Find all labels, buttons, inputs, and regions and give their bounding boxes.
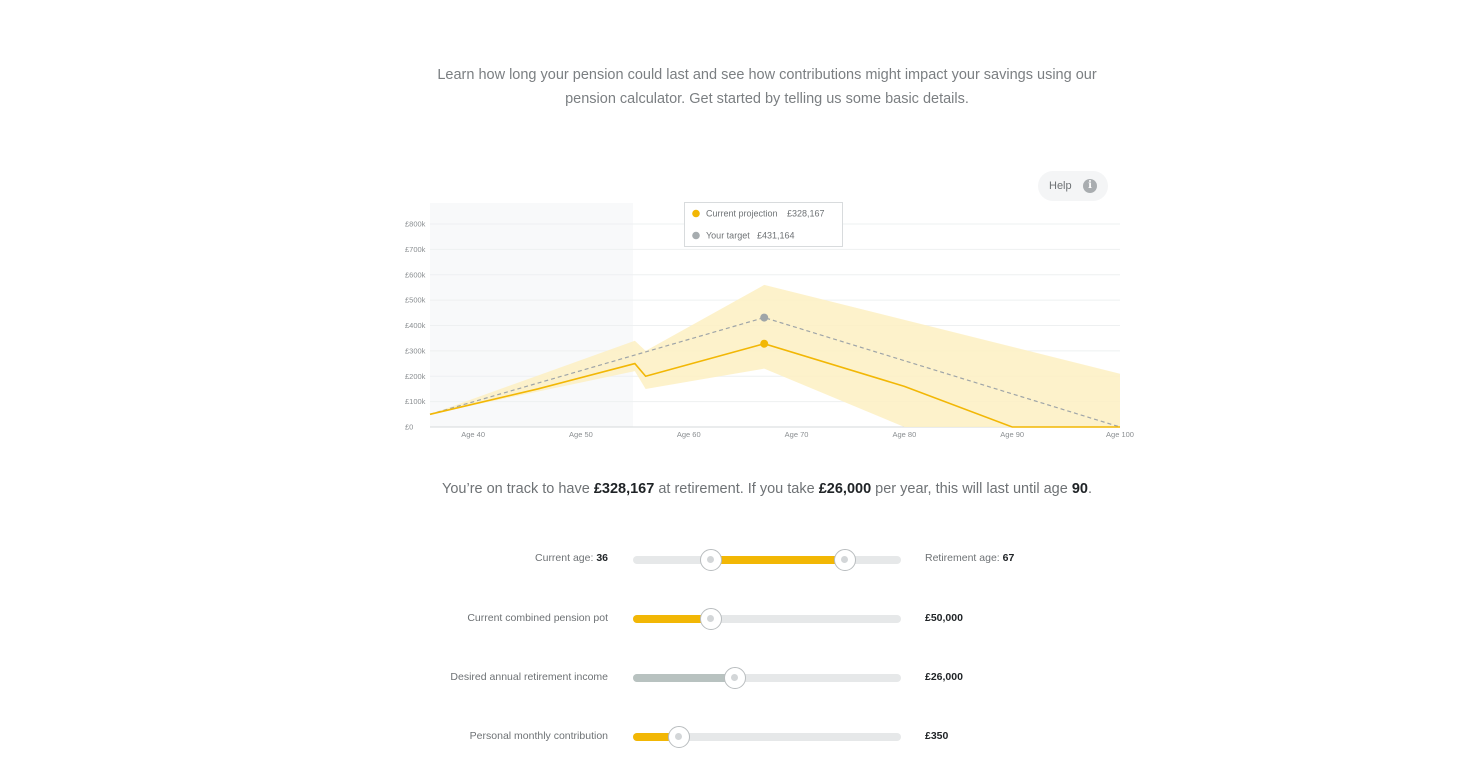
- intro-line-1: Learn how long your pension could last a…: [437, 67, 1097, 83]
- help-label: Help: [1049, 180, 1072, 192]
- y-tick-label: £500k: [405, 296, 426, 305]
- retirement-age-label-text: Retirement age:: [925, 552, 1003, 564]
- x-tick-label: Age 70: [785, 430, 809, 439]
- legend-projection-label: Current projection: [706, 209, 778, 219]
- legend-target-value: £431,164: [757, 231, 795, 241]
- monthly-contribution-slider[interactable]: [633, 726, 901, 748]
- retirement-income-label: Desired annual retirement income: [450, 671, 608, 683]
- projection-range-band: [430, 284, 1120, 427]
- y-tick-label: £600k: [405, 270, 426, 279]
- summary-text-4: .: [1087, 481, 1092, 497]
- retirement-income-value: £26,000: [925, 671, 963, 683]
- projection-retirement-point: [760, 339, 769, 348]
- intro-text: Learn how long your pension could last a…: [392, 63, 1142, 111]
- legend-box: [684, 202, 843, 247]
- legend-target-label: Your target: [706, 231, 750, 241]
- pension-pot-handle[interactable]: [699, 608, 722, 630]
- pension-pot-fill: [633, 615, 711, 623]
- y-tick-label: £100k: [405, 397, 426, 406]
- retirement-summary: You’re on track to have £328,167 at reti…: [392, 481, 1142, 497]
- monthly-contribution-fill: [633, 733, 679, 741]
- target-retirement-point: [760, 313, 769, 322]
- summary-amount: £328,167: [593, 481, 655, 497]
- help-button[interactable]: Help i: [1038, 171, 1108, 201]
- shaded-current-region: [430, 203, 633, 427]
- legend-projection-value: £328,167: [787, 209, 825, 219]
- summary-income: £26,000: [818, 481, 872, 497]
- x-tick-label: Age 100: [1106, 430, 1134, 439]
- y-tick-label: £800k: [405, 220, 426, 229]
- age-range-slider[interactable]: [633, 549, 901, 571]
- x-tick-label: Age 60: [677, 430, 701, 439]
- legend-projection-dot: [692, 209, 700, 218]
- retirement-age-handle[interactable]: [833, 549, 856, 571]
- monthly-contribution-label: Personal monthly contribution: [469, 730, 608, 742]
- current-age-value: 36: [596, 552, 608, 564]
- y-tick-label: £200k: [405, 372, 426, 381]
- x-tick-label: Age 80: [892, 430, 916, 439]
- y-tick-label: £400k: [405, 321, 426, 330]
- y-tick-label: £700k: [405, 245, 426, 254]
- monthly-contribution-handle[interactable]: [667, 726, 690, 748]
- pension-pot-slider[interactable]: [633, 608, 901, 630]
- current-age-handle[interactable]: [699, 549, 722, 571]
- x-tick-label: Age 40: [461, 430, 485, 439]
- y-tick-label: £0: [405, 423, 413, 432]
- summary-text-1: You’re on track to have: [442, 481, 594, 497]
- retirement-income-slider[interactable]: [633, 667, 901, 689]
- current-age-label-text: Current age:: [535, 552, 597, 564]
- pension-projection-chart: £0 £100k £200k £300k £400k £500k £600k £700k £80…: [405, 202, 1134, 439]
- x-tick-label: Age 50: [569, 430, 593, 439]
- retirement-income-handle[interactable]: [723, 667, 746, 689]
- age-range-fill: [710, 556, 845, 564]
- intro-line-2: pension calculator. Get started by telli…: [565, 91, 969, 107]
- retirement-income-fill: [633, 674, 735, 682]
- summary-text-2: at retirement. If you take: [654, 481, 819, 497]
- summary-age: 90: [1071, 481, 1088, 497]
- retirement-age-value: 67: [1002, 552, 1015, 564]
- retirement-age-label: Retirement age: 67: [925, 552, 1014, 564]
- chart-legend: Current projection £328,167 Your target …: [684, 202, 843, 247]
- pension-pot-label: Current combined pension pot: [467, 612, 608, 624]
- monthly-contribution-value: £350: [925, 730, 949, 742]
- x-tick-label: Age 90: [1000, 430, 1024, 439]
- pension-pot-value: £50,000: [925, 612, 963, 624]
- current-age-label: Current age: 36: [535, 552, 608, 564]
- projection-line: [429, 342, 1120, 428]
- y-tick-label: £300k: [405, 346, 426, 355]
- summary-text-3: per year, this will last until age: [871, 481, 1072, 497]
- legend-target-dot: [692, 231, 700, 240]
- target-line: [429, 316, 1121, 428]
- info-icon: i: [1083, 179, 1097, 193]
